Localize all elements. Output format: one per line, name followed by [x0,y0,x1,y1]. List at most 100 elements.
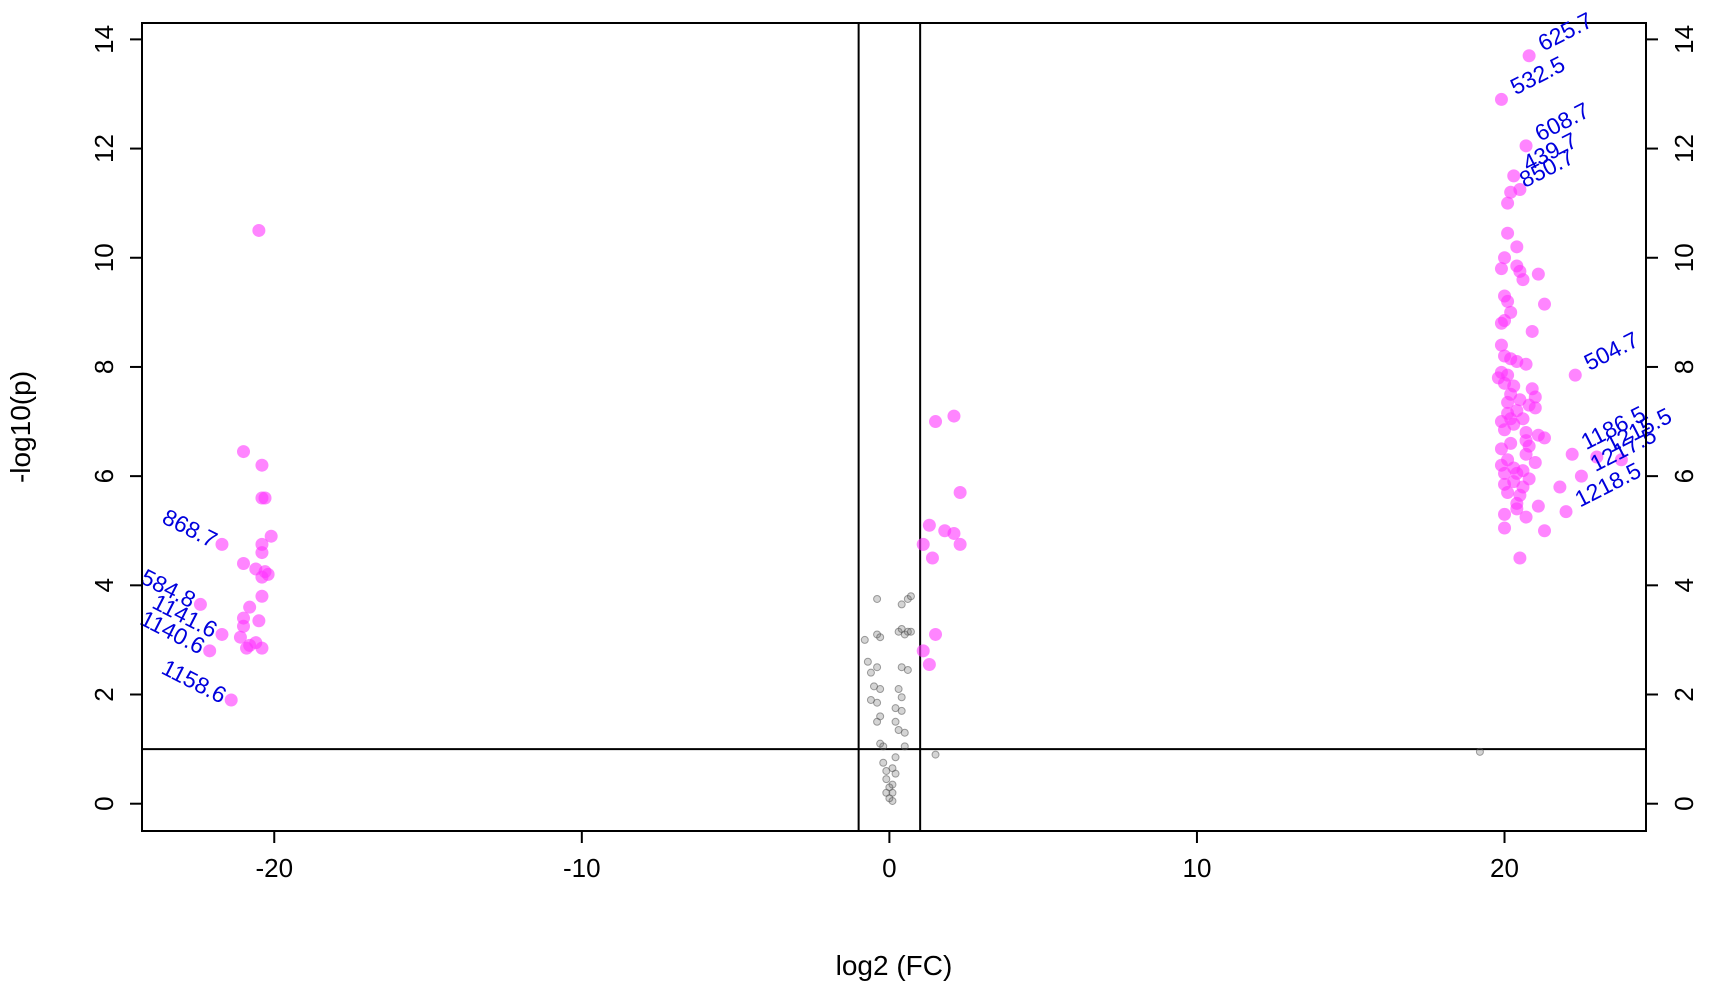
significant-point-42 [1519,139,1533,153]
significant-point-66 [1519,357,1533,371]
significant-point-103 [1498,466,1512,480]
y-axis-right: 0 2 4 6 8 10 12 14 [1645,25,1699,811]
non-significant-point-29 [900,728,909,737]
significant-point-13 [255,589,269,603]
non-significant-point-44 [888,796,897,805]
y-tick-label-right: 12 [1669,134,1699,163]
significant-point-15 [193,597,207,611]
y-tick-label-left: 2 [89,687,119,701]
y-axis-left: 0 2 4 6 8 10 12 14 [89,25,143,811]
y-tick-label-right: 10 [1669,243,1699,272]
significant-point-7 [255,546,269,560]
significant-point-61 [1525,324,1539,338]
significant-point-49 [1498,251,1512,265]
non-significant-point-26 [891,717,900,726]
non-significant-point-32 [900,742,909,751]
significant-point-79 [1528,401,1542,415]
non-significant-point-21 [873,698,882,707]
significant-point-43 [1501,196,1515,210]
significant-point-116 [1559,505,1573,519]
y-axis-title: -log10(p) [5,371,36,483]
significant-points [193,49,1628,707]
significant-point-0 [252,223,266,237]
significant-point-44 [1507,169,1521,183]
significant-point-14 [215,537,229,551]
non-significant-point-36 [882,766,891,775]
non-significant-point-37 [891,769,900,778]
significant-point-99 [1614,453,1628,467]
significant-point-111 [1501,486,1515,500]
significant-point-40 [1522,49,1536,63]
significant-point-12 [255,570,269,584]
annotation-label-1: 532.5 [1506,51,1569,100]
significant-point-27 [224,693,238,707]
significant-point-121 [1513,551,1527,565]
non-significant-point-12 [863,657,872,666]
significant-point-110 [1553,480,1567,494]
y-tick-label-left: 4 [89,578,119,592]
significant-point-60 [1494,316,1508,330]
significant-point-51 [1494,262,1508,276]
significant-point-16 [243,600,257,614]
x-tick-label: 20 [1490,853,1519,883]
annotation-label-14: 1158.6 [158,654,231,708]
significant-point-39 [922,657,936,671]
significant-point-57 [1538,297,1552,311]
x-axis: -20 -10 0 10 20 [255,830,1519,883]
significant-point-98 [1528,455,1542,469]
significant-point-115 [1510,502,1524,516]
significant-point-28 [929,415,943,429]
significant-point-48 [1510,240,1524,254]
y-tick-label-left: 6 [89,469,119,483]
non-significant-point-18 [876,685,885,694]
annotation-label-0: 625.7 [1534,7,1597,56]
significant-point-31 [922,518,936,532]
significant-point-118 [1519,510,1533,524]
significant-point-96 [1590,450,1604,464]
significant-point-105 [1574,469,1588,483]
significant-point-114 [1531,499,1545,513]
significant-point-47 [1501,226,1515,240]
significant-point-62 [1494,338,1508,352]
significant-point-94 [1565,447,1579,461]
y-tick-label-right: 14 [1669,25,1699,54]
non-significant-point-31 [879,742,888,751]
significant-point-56 [1501,294,1515,308]
significant-point-53 [1531,267,1545,281]
non-significant-point-14 [873,663,882,672]
significant-point-90 [1538,431,1552,445]
annotation-label-10: 868.7 [158,504,221,553]
non-significant-point-22 [897,693,906,702]
x-axis-title: log2 (FC) [836,950,953,981]
significant-point-5 [264,529,278,543]
non-significant-point-33 [891,753,900,762]
significant-point-30 [953,486,967,500]
significant-point-38 [916,644,930,658]
significant-point-2 [255,458,269,472]
non-significant-point-4 [860,635,869,644]
threshold-lines [142,23,1646,831]
significant-point-86 [1498,423,1512,437]
non-significant-point-13 [866,668,875,677]
non-significant-point-10 [876,633,885,642]
y-tick-label-left: 14 [89,25,119,54]
significant-point-95 [1519,447,1533,461]
significant-point-34 [953,537,967,551]
significant-point-120 [1538,524,1552,538]
significant-point-18 [252,614,266,628]
non-significant-point-27 [897,706,906,715]
point-annotations: 625.7532.5608.7439.7850.7504.71186.51215… [136,7,1676,709]
significant-point-20 [215,627,229,641]
significant-point-119 [1498,521,1512,535]
significant-point-21 [233,630,247,644]
non-significant-point-2 [906,592,915,601]
y-tick-label-right: 0 [1669,796,1699,810]
significant-point-37 [929,627,943,641]
significant-point-46 [1513,183,1527,197]
y-tick-label-right: 2 [1669,687,1699,701]
y-tick-label-right: 6 [1669,469,1699,483]
significant-point-117 [1498,507,1512,521]
non-significant-point-0 [873,594,882,603]
